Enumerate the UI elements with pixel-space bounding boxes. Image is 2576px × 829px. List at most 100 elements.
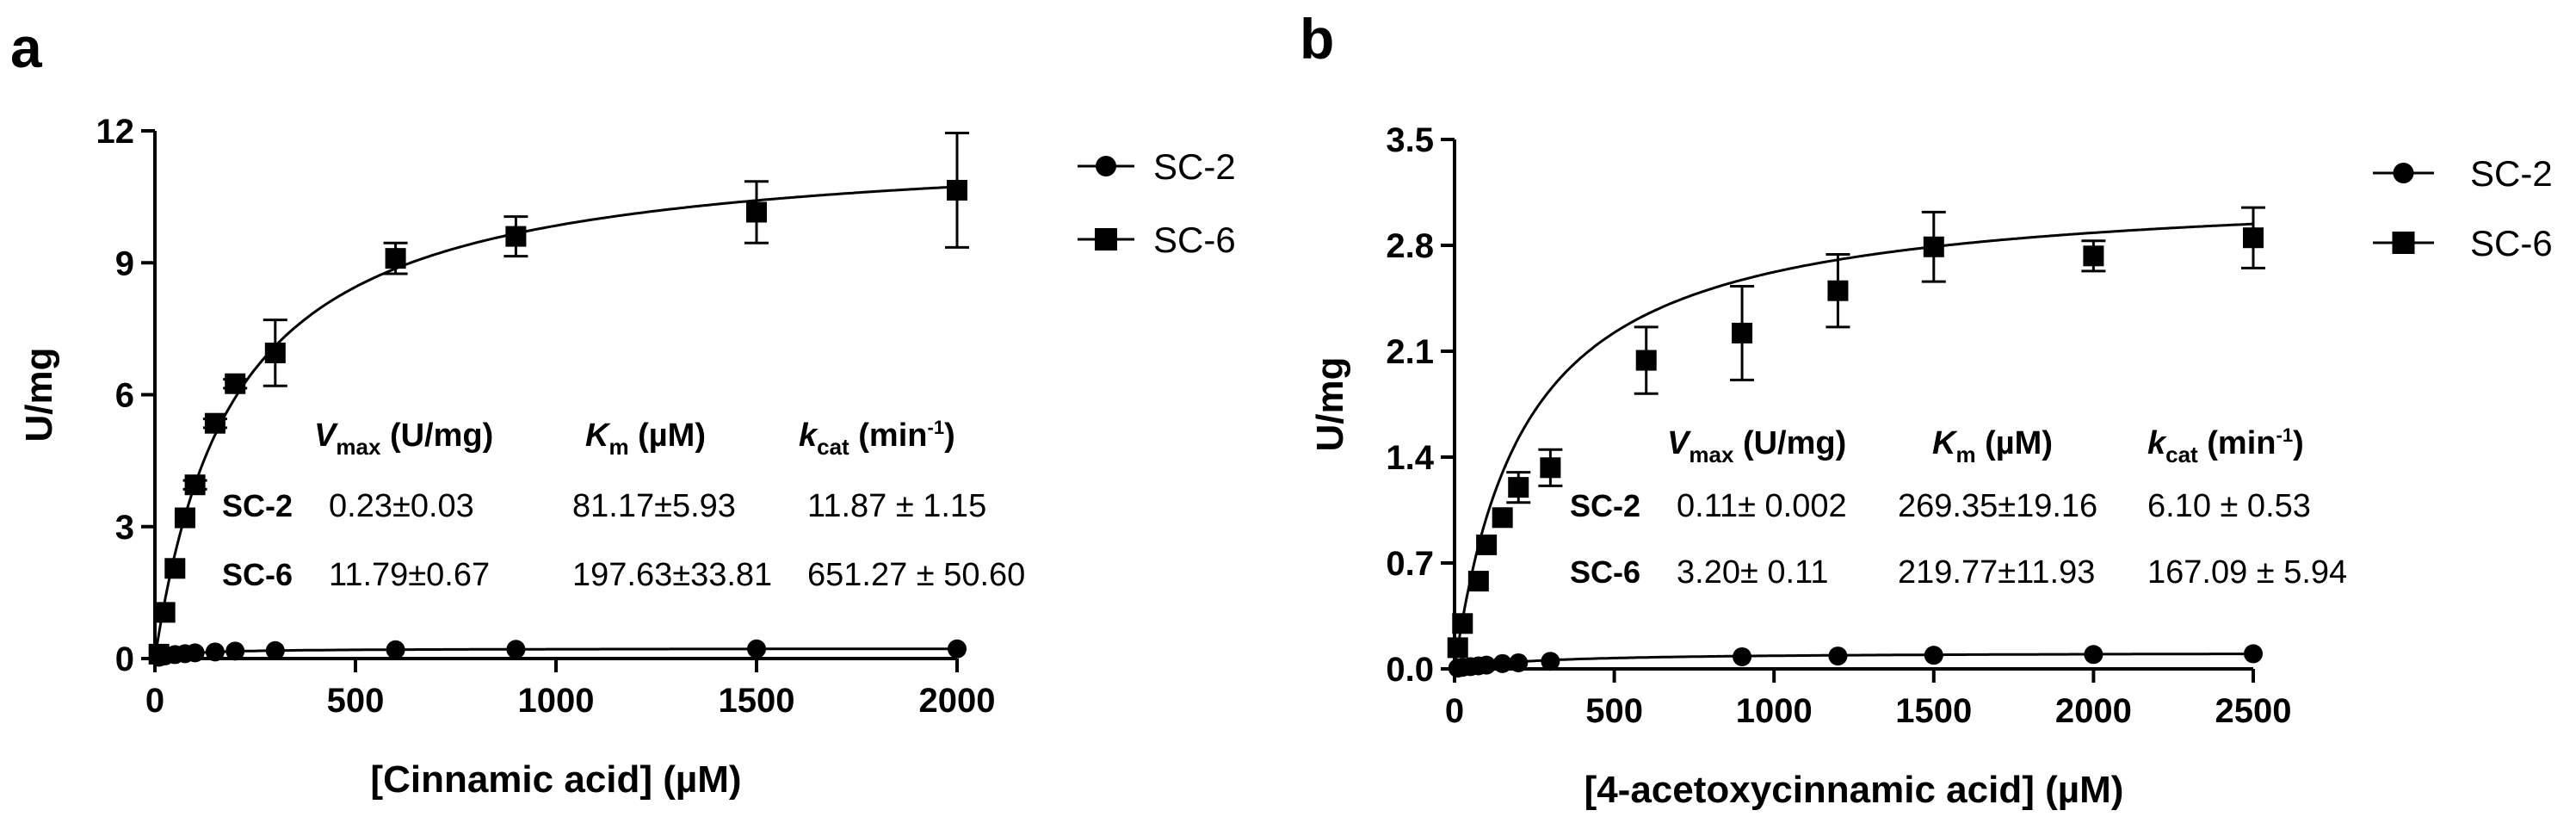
y-tick-label: 9 — [115, 244, 134, 282]
data-point — [1447, 637, 1468, 659]
legend-item-sc-2: SC-2 — [2373, 153, 2553, 194]
chart-panel-a: a 0 3 6 9 12 0 500 1000 1500 2000 [Cinnamic acid] (… — [10, 15, 1236, 801]
data-point — [205, 642, 225, 662]
table-cell-kcat: 167.09 ± 5.94 — [2147, 554, 2347, 591]
data-point — [505, 226, 527, 247]
data-point — [225, 373, 246, 394]
fit-curve — [1453, 222, 2254, 670]
data-point — [386, 640, 405, 659]
chart-panel-b: b 0.0 0.7 1.4 2.1 2.8 3.5 0 500 1000 1500 2000 2500 [… — [1300, 7, 2553, 811]
legend-label: SC-6 — [2470, 223, 2553, 263]
x-tick-label: 2000 — [2055, 692, 2132, 730]
data-point — [185, 643, 205, 663]
x-tick-label: 0 — [1445, 692, 1464, 730]
legend-item-sc-2: SC-2 — [1078, 146, 1236, 187]
data-point — [1635, 350, 1657, 371]
legend-marker — [2393, 163, 2414, 183]
legend-label: SC-2 — [2470, 153, 2553, 194]
data-point — [1924, 646, 1943, 665]
x-axis-title: [4-acetoxycinnamic acid] (µM) — [1585, 769, 2124, 811]
legend-label: SC-2 — [1153, 146, 1236, 187]
legend-label: SC-6 — [1153, 220, 1236, 260]
y-axis-title: U/mg — [18, 348, 60, 442]
x-tick-label: 2500 — [2215, 692, 2292, 730]
data-point — [2244, 644, 2263, 664]
table-cell-km: 197.63±33.81 — [572, 557, 772, 593]
legend-item-sc-6: SC-6 — [1078, 220, 1236, 260]
panel-label: a — [10, 15, 43, 79]
table-cell-kcat: 6.10 ± 0.53 — [2147, 488, 2311, 524]
table-cell-km: 219.77±11.93 — [1898, 554, 2095, 591]
table-cell-km: 81.17±5.93 — [572, 488, 736, 524]
header-kcat: kcat (min-1) — [2147, 424, 2304, 467]
header-km: Km (µM) — [1932, 425, 2053, 467]
data-point — [1477, 655, 1497, 675]
series-sc-6 — [148, 132, 969, 665]
data-point — [1509, 653, 1529, 672]
data-point — [184, 474, 206, 496]
data-point — [1828, 646, 1848, 666]
series-sc-2 — [149, 639, 967, 667]
fit-curve — [1454, 653, 2253, 671]
data-point — [1733, 646, 1752, 666]
x-tick-label: 1500 — [719, 682, 795, 720]
x-tick-label: 1500 — [1895, 692, 1972, 730]
data-point — [1540, 457, 1561, 479]
data-point — [264, 342, 286, 363]
y-tick-label: 3.5 — [1386, 121, 1434, 159]
table-row-label: SC-2 — [1570, 488, 1640, 523]
data-point — [164, 558, 186, 579]
data-point — [1827, 280, 1849, 301]
table-cell-vmax: 11.79±0.67 — [329, 557, 490, 593]
data-point — [1541, 652, 1560, 671]
table-cell-km: 269.35±19.16 — [1898, 488, 2097, 524]
data-point — [225, 641, 245, 661]
legend-item-sc-6: SC-6 — [2373, 223, 2553, 263]
data-point — [948, 639, 967, 659]
data-point — [385, 248, 406, 269]
y-axis-title: U/mg — [1309, 357, 1351, 452]
data-point — [265, 640, 285, 660]
data-point — [204, 412, 225, 434]
data-point — [747, 639, 766, 659]
data-point — [1467, 571, 1489, 592]
table-row-label: SC-6 — [1570, 554, 1640, 590]
legend-marker — [2392, 232, 2415, 254]
data-point — [1492, 653, 1512, 673]
data-point — [1732, 322, 1753, 343]
data-point — [1923, 236, 1944, 257]
y-tick-label: 6 — [115, 377, 134, 415]
kinetics-table: Vmax (U/mg) Km (µM) kcat (min-1) SC-2 0.11± … — [1570, 424, 2347, 591]
x-tick-label: 1000 — [518, 682, 595, 720]
table-row-label: SC-6 — [222, 557, 293, 592]
data-point — [746, 201, 767, 223]
header-vmax: Vmax (U/mg) — [1667, 425, 1846, 467]
y-tick-label: 12 — [96, 113, 135, 151]
header-vmax: Vmax (U/mg) — [314, 418, 493, 460]
table-cell-kcat: 651.27 ± 50.60 — [807, 557, 1025, 593]
data-point — [1492, 507, 1513, 529]
x-tick-label: 2000 — [919, 682, 996, 720]
x-tick-label: 1000 — [1736, 692, 1813, 730]
data-point — [2083, 245, 2104, 267]
data-point — [154, 602, 176, 623]
data-point — [2243, 227, 2264, 249]
x-tick-label: 0 — [145, 682, 164, 720]
x-tick-label: 500 — [1585, 692, 1643, 730]
y-tick-label: 3 — [115, 509, 134, 547]
legend-marker — [1096, 156, 1116, 176]
table-cell-vmax: 3.20± 0.11 — [1677, 554, 1829, 591]
y-tick-label: 0.0 — [1386, 651, 1434, 689]
data-point — [2084, 645, 2103, 665]
y-tick-label: 1.4 — [1386, 439, 1434, 477]
header-kcat: kcat (min-1) — [799, 417, 955, 460]
legend-marker — [1095, 228, 1117, 251]
panel-label: b — [1300, 7, 1334, 71]
table-cell-vmax: 0.11± 0.002 — [1677, 488, 1847, 524]
header-km: Km (µM) — [585, 418, 706, 460]
fit-curve — [154, 647, 957, 660]
y-tick-label: 0 — [115, 640, 134, 678]
table-cell-vmax: 0.23±0.03 — [329, 488, 474, 524]
data-point — [148, 643, 170, 665]
